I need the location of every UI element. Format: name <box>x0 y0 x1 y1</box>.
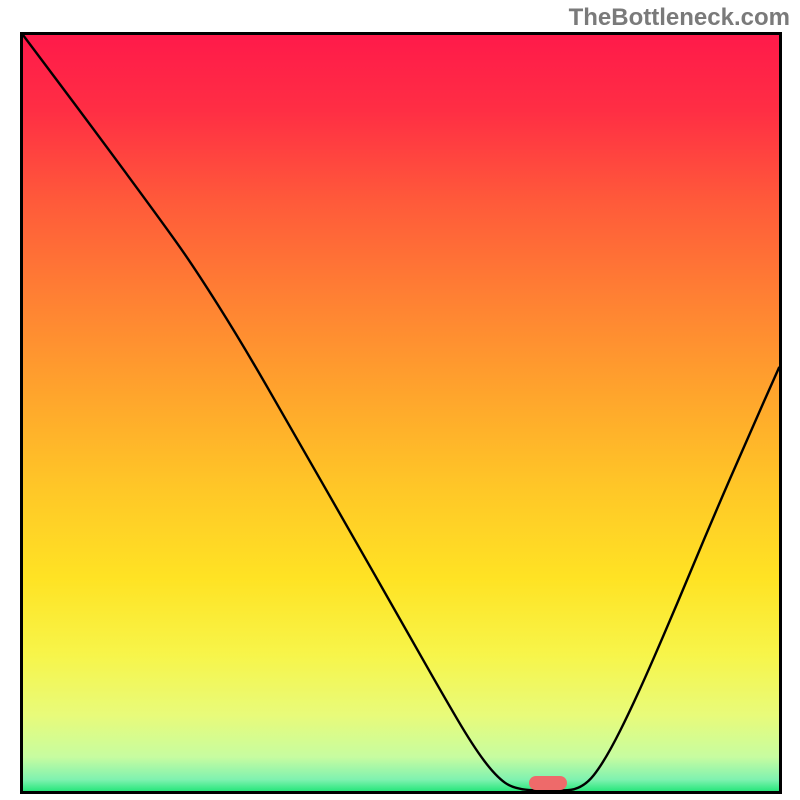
chart-frame: TheBottleneck.com <box>0 0 800 800</box>
watermark-text: TheBottleneck.com <box>569 4 790 32</box>
plot-border <box>20 32 782 794</box>
